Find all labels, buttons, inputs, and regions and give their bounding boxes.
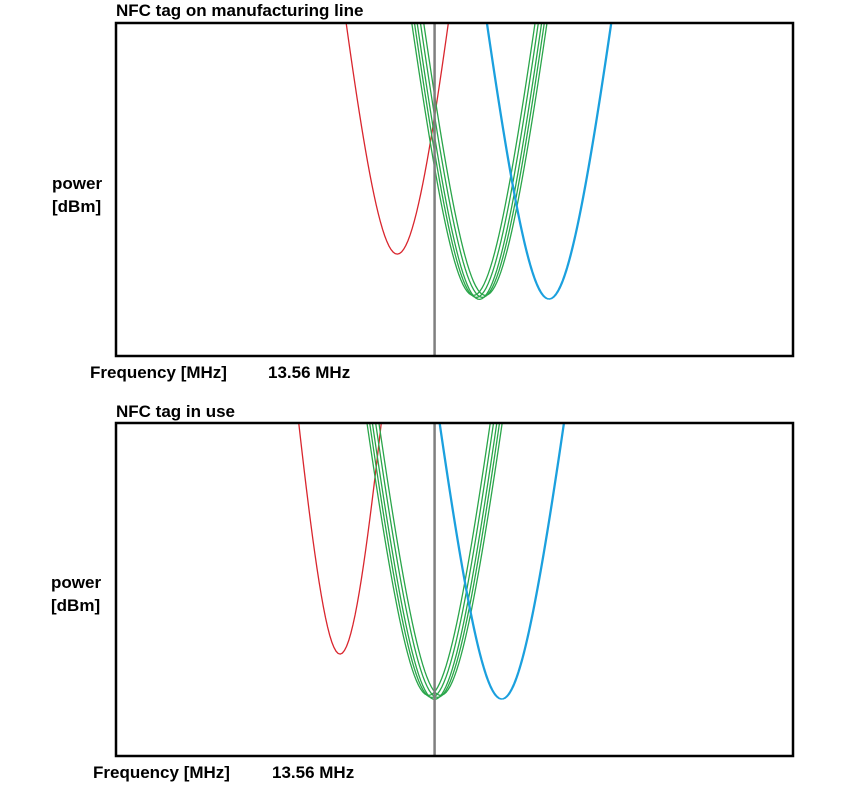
marker-label: 13.56 MHz bbox=[272, 763, 355, 782]
series-line bbox=[369, 423, 495, 699]
series-line bbox=[416, 23, 543, 301]
y-axis-label: power [dBm] bbox=[51, 571, 101, 617]
series-line bbox=[438, 423, 565, 700]
chart-title: NFC tag on manufacturing line bbox=[116, 1, 364, 20]
y-axis-label-line-1: power bbox=[51, 573, 102, 592]
plot-frame bbox=[114, 421, 795, 758]
chart-plot-area bbox=[114, 21, 795, 358]
series-group bbox=[298, 423, 566, 700]
series-group bbox=[345, 23, 613, 301]
chart-panel-1: NFC tag on manufacturing line power [dBm… bbox=[52, 1, 795, 382]
y-axis-label: power [dBm] bbox=[52, 172, 102, 218]
series-line bbox=[374, 423, 501, 699]
series-line bbox=[423, 23, 548, 296]
series-line bbox=[439, 423, 566, 700]
chart-title: NFC tag in use bbox=[116, 402, 236, 421]
series-line bbox=[411, 23, 536, 297]
x-axis-label: Frequency [MHz] bbox=[90, 363, 227, 382]
y-axis-label-line-1: power bbox=[52, 174, 103, 193]
series-line bbox=[345, 23, 449, 255]
chart-plot-area bbox=[114, 421, 795, 758]
series-line bbox=[378, 423, 503, 696]
y-axis-label-line-2: [dBm] bbox=[52, 197, 102, 216]
x-axis-label: Frequency [MHz] bbox=[93, 763, 230, 782]
series-line bbox=[419, 23, 545, 299]
marker-label: 13.56 MHz bbox=[268, 363, 351, 382]
chart-panel-2: NFC tag in use power [dBm] Frequency [MH… bbox=[0, 400, 854, 800]
series-line bbox=[371, 423, 498, 700]
series-line bbox=[413, 23, 539, 298]
plot-frame bbox=[114, 21, 795, 358]
y-axis-label-line-2: [dBm] bbox=[51, 596, 101, 615]
series-line bbox=[366, 423, 491, 697]
